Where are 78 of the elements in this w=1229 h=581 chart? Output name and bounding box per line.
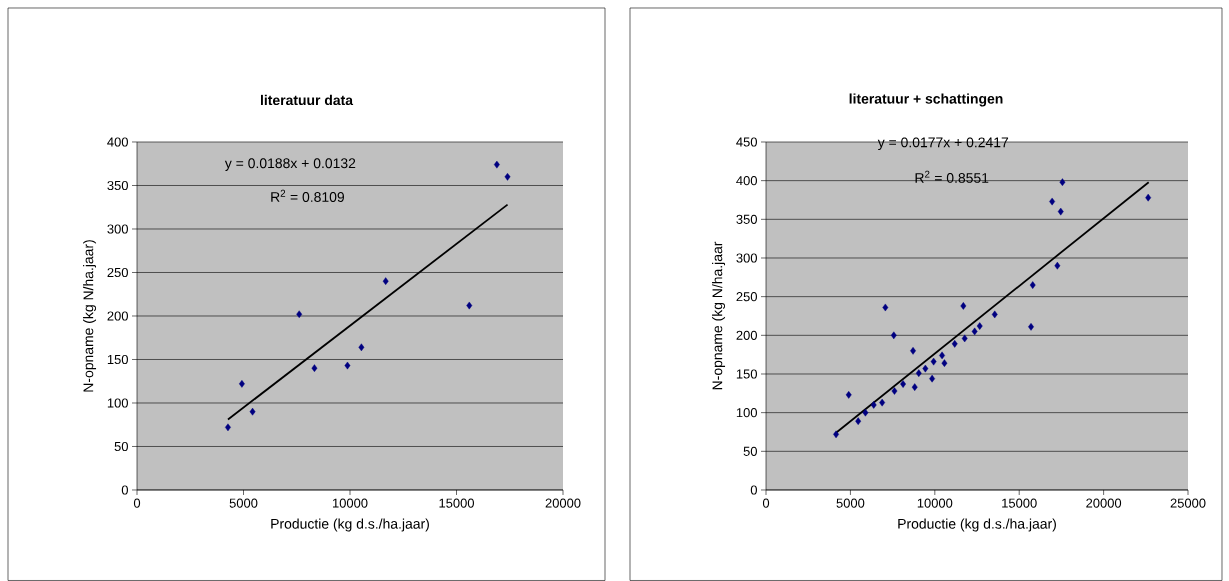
annotation: R$^{2}$ = 0.8551 xyxy=(915,170,989,183)
point xyxy=(296,310,303,319)
point xyxy=(960,302,967,310)
point xyxy=(879,398,886,407)
point xyxy=(891,387,898,395)
x-axis-title: Productie (kg d.s./ha.jaar) xyxy=(271,518,429,532)
x-tick-label: 5000 xyxy=(229,498,258,508)
point xyxy=(493,160,500,169)
point xyxy=(855,417,862,425)
y-tick-label: 300 xyxy=(107,224,128,234)
point xyxy=(1029,281,1036,289)
x-tick-label: 10000 xyxy=(917,498,953,508)
point xyxy=(870,401,877,409)
y-tick-label: 100 xyxy=(736,408,757,418)
y-tick-label: 50 xyxy=(114,441,128,452)
y-tick-label: 250 xyxy=(107,267,128,278)
point xyxy=(1049,197,1056,206)
x-tick-label: 15000 xyxy=(1002,498,1037,508)
y-tick-label: 400 xyxy=(107,137,128,147)
y-tick-label: 0 xyxy=(750,485,757,495)
point xyxy=(358,343,365,352)
annotation: y = 0.0177x + 0.2417 xyxy=(877,137,1009,151)
point xyxy=(911,383,918,391)
point xyxy=(382,277,389,285)
point xyxy=(466,301,473,310)
point xyxy=(971,327,978,336)
x-tick-label: 0 xyxy=(762,498,770,508)
y-axis-title: N-opname (kg N/ha.jaar) xyxy=(83,240,97,392)
y-tick-label: 300 xyxy=(736,253,757,263)
point xyxy=(239,380,245,388)
point xyxy=(1054,261,1061,270)
y-tick-label: 200 xyxy=(107,311,128,321)
y-tick-label: 50 xyxy=(743,446,757,456)
point xyxy=(951,340,958,348)
point xyxy=(1059,178,1066,186)
y-tick-label: 350 xyxy=(107,180,128,191)
point xyxy=(1028,323,1034,331)
y-tick-label: 250 xyxy=(736,292,757,302)
point xyxy=(504,172,511,181)
y-tick-label: 0 xyxy=(121,485,128,495)
point xyxy=(915,369,922,378)
point xyxy=(930,357,937,366)
x-tick-label: 0 xyxy=(133,498,141,508)
x-tick-label: 10000 xyxy=(332,498,368,508)
point xyxy=(249,407,256,416)
point xyxy=(344,361,351,370)
y-tick-label: 350 xyxy=(736,214,757,224)
x-tick-label: 20000 xyxy=(545,498,581,508)
point xyxy=(941,359,948,367)
x-tick-label: 25000 xyxy=(1170,498,1206,508)
point xyxy=(1145,193,1152,202)
point xyxy=(882,303,889,312)
x-tick-label: 20000 xyxy=(1086,498,1122,508)
y-tick-label: 150 xyxy=(736,369,757,379)
chart-title: literatuur + schattingen xyxy=(849,93,1003,107)
point xyxy=(961,334,968,343)
point xyxy=(862,408,869,417)
y-tick-label: 150 xyxy=(107,354,128,365)
point xyxy=(900,380,906,388)
point xyxy=(922,364,929,373)
point xyxy=(1057,207,1064,216)
chart-title: literatuur data xyxy=(260,94,354,106)
point xyxy=(976,322,983,330)
x-tick-label: 15000 xyxy=(439,498,475,508)
annotation: y = 0.0188x + 0.0132 xyxy=(224,158,356,171)
y-axis-title: N-opname (kg N/ha.jaar xyxy=(712,241,726,390)
y-tick-label: 200 xyxy=(736,330,757,340)
y-tick-label: 100 xyxy=(107,398,128,408)
point xyxy=(991,310,998,319)
point xyxy=(311,364,318,372)
y-tick-label: 400 xyxy=(736,176,757,186)
x-tick-label: 5000 xyxy=(836,498,865,508)
y-tick-label: 450 xyxy=(736,137,757,147)
x-axis-title: Productie (kg d.s./ha.jaar) xyxy=(898,518,1056,532)
point xyxy=(929,374,936,383)
point xyxy=(845,391,852,399)
point xyxy=(890,331,897,340)
annotation: R$^{2}$ = 0.8109 xyxy=(271,189,344,203)
